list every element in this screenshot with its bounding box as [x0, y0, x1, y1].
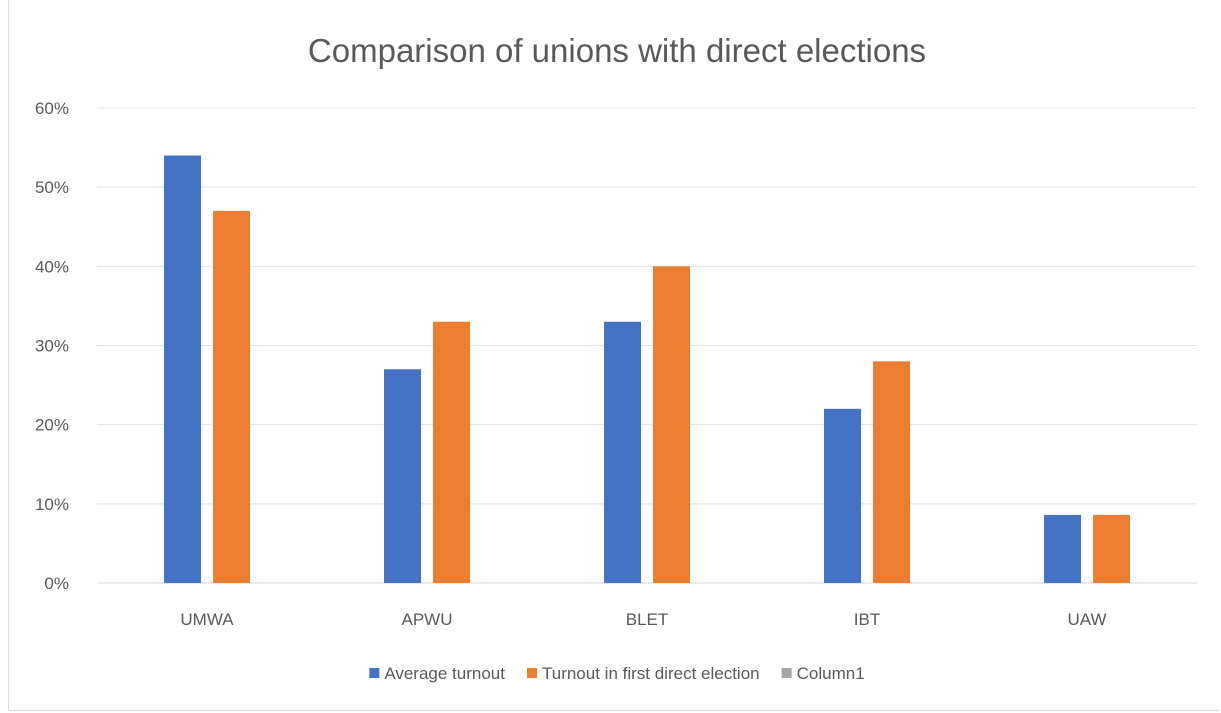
legend-label: Column1	[797, 664, 865, 683]
bar	[164, 155, 201, 583]
x-tick-label: UMWA	[180, 610, 234, 629]
y-axis-ticks: 0% 10% 20% 30% 40% 50% 60%	[35, 99, 69, 593]
bar	[433, 321, 470, 583]
bar	[1044, 514, 1081, 583]
bars	[164, 155, 1130, 583]
legend-swatch	[526, 668, 537, 678]
y-tick-label: 30%	[35, 337, 69, 356]
legend: Average turnout Turnout in first direct e…	[369, 664, 865, 683]
legend-label: Turnout in first direct election	[542, 664, 760, 683]
x-tick-label: IBT	[854, 610, 880, 629]
bar	[824, 408, 861, 583]
chart-svg: Comparison of unions with direct electio…	[35, 32, 1197, 683]
x-axis-ticks: UMWA APWU BLET IBT UAW	[180, 610, 1106, 629]
bar	[1093, 514, 1130, 583]
bar	[384, 369, 421, 583]
x-tick-label: UAW	[1067, 610, 1106, 629]
y-tick-label: 50%	[35, 178, 69, 197]
legend-swatch	[369, 668, 380, 678]
gridlines	[97, 107, 1197, 584]
y-tick-label: 40%	[35, 257, 69, 276]
legend-label: Average turnout	[384, 664, 505, 683]
bar	[213, 210, 250, 583]
y-tick-label: 0%	[44, 574, 69, 593]
legend-swatch	[781, 668, 792, 678]
bar	[604, 321, 641, 583]
x-tick-label: APWU	[402, 610, 453, 629]
x-tick-label: BLET	[626, 610, 669, 629]
bar	[653, 266, 690, 583]
chart-title: Comparison of unions with direct electio…	[308, 32, 926, 69]
y-tick-label: 20%	[35, 416, 69, 435]
chart-frame: Comparison of unions with direct electio…	[8, 0, 1219, 711]
y-tick-label: 60%	[35, 99, 69, 118]
y-tick-label: 10%	[35, 495, 69, 514]
bar	[873, 361, 910, 583]
